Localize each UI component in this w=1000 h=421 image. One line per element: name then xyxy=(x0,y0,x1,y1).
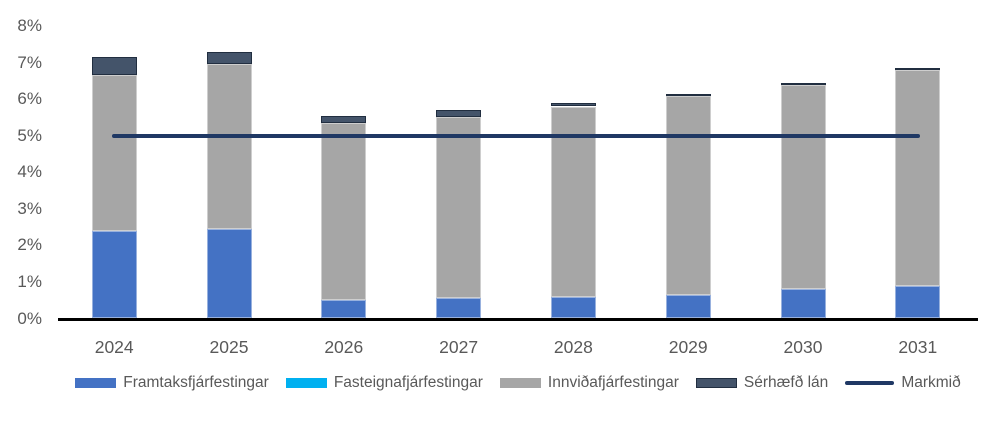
x-axis-category-label: 2027 xyxy=(439,337,479,357)
y-axis-tick-label: 7% xyxy=(17,52,42,72)
legend-label: Innviðafjárfestingar xyxy=(547,374,679,391)
x-axis-category-label: 2025 xyxy=(209,337,249,357)
bar-segment xyxy=(550,296,596,319)
legend-item: Innviðafjárfestingar xyxy=(499,373,679,393)
legend-label: Markmið xyxy=(901,374,961,391)
y-axis-tick-label: 8% xyxy=(17,16,42,36)
legend-label: Sérhæfð lán xyxy=(743,374,829,391)
bar-segment xyxy=(550,106,596,297)
bar-segment xyxy=(321,122,367,301)
bar-segment xyxy=(206,64,252,229)
target-line xyxy=(111,133,921,138)
x-axis-category-label: 2029 xyxy=(668,337,708,357)
bar-segment xyxy=(780,82,826,85)
legend-item: Sérhæfð lán xyxy=(695,373,829,393)
bar-segment xyxy=(436,110,482,118)
bar-segment xyxy=(780,289,826,319)
bar-segment xyxy=(665,93,711,96)
bar-segment xyxy=(665,294,711,319)
bar-segment xyxy=(206,228,252,319)
legend: Framtaksfjárfestingar Fasteignafjárfestin… xyxy=(58,371,978,395)
x-axis-category-label: 2031 xyxy=(898,337,938,357)
y-axis-tick-label: 0% xyxy=(17,308,42,328)
y-axis-tick-label: 1% xyxy=(17,271,42,291)
bar-segment xyxy=(780,84,826,290)
y-axis-tick-label: 3% xyxy=(17,198,42,218)
legend-line-swatch xyxy=(845,380,895,386)
bar-segment xyxy=(895,285,941,319)
legend-item: Framtaksfjárfestingar xyxy=(75,373,269,393)
legend-swatch xyxy=(499,377,541,389)
legend-item: Markmið xyxy=(845,373,961,393)
bar-segment xyxy=(321,300,367,319)
bar-segment xyxy=(895,69,941,286)
bar-segment xyxy=(91,57,137,76)
y-axis-tick-label: 4% xyxy=(17,162,42,182)
bar-segment xyxy=(91,230,137,319)
x-axis-baseline xyxy=(58,318,978,321)
x-axis-category-label: 2026 xyxy=(324,337,364,357)
bar-segment xyxy=(550,102,596,107)
legend-swatch xyxy=(75,377,117,389)
bar-segment xyxy=(665,95,711,295)
bar-segment xyxy=(436,298,482,319)
x-axis-category-label: 2024 xyxy=(94,337,134,357)
bar-segment xyxy=(895,68,941,71)
legend-item: Fasteignafjárfestingar xyxy=(285,373,483,393)
y-axis-tick-label: 2% xyxy=(17,235,42,255)
legend-label: Framtaksfjárfestingar xyxy=(123,374,269,391)
bar-segment xyxy=(321,115,367,123)
legend-swatch xyxy=(695,377,737,389)
y-axis-tick-label: 5% xyxy=(17,125,42,145)
legend-swatch xyxy=(285,377,327,389)
x-axis-category-label: 2030 xyxy=(783,337,823,357)
y-axis-tick-label: 6% xyxy=(17,89,42,109)
bar-segment xyxy=(436,117,482,299)
bar-segment xyxy=(91,75,137,231)
bar-segment xyxy=(206,51,252,65)
x-axis-category-label: 2028 xyxy=(553,337,593,357)
legend-label: Fasteignafjárfestingar xyxy=(333,374,483,391)
